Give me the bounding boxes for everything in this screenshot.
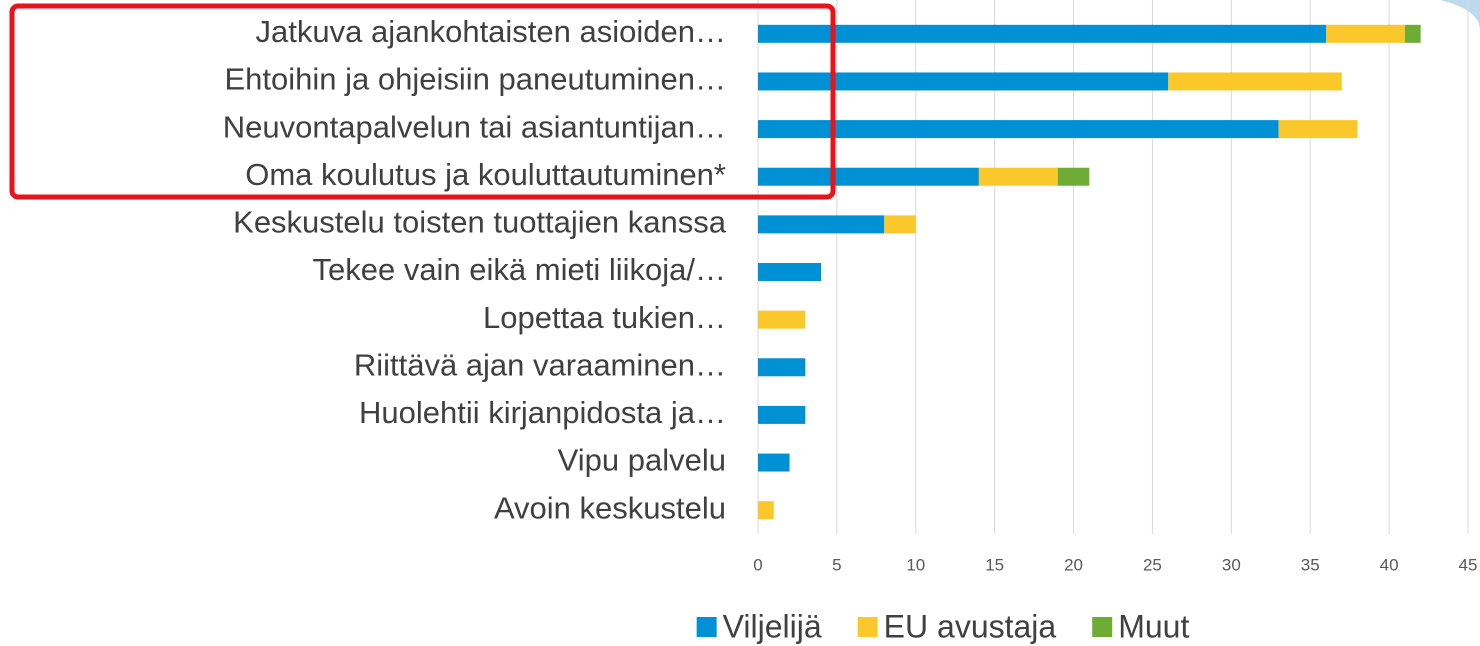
bar-segment <box>884 215 916 233</box>
corner-decoration <box>1440 0 1480 30</box>
bar-segment <box>758 454 790 472</box>
x-tick-label: 35 <box>1301 555 1320 574</box>
x-tick-label: 30 <box>1222 555 1241 574</box>
bar-segment <box>758 358 805 376</box>
x-tick-label: 10 <box>906 555 925 574</box>
bar-segment <box>758 215 884 233</box>
category-label: Riittävä ajan varaaminen… <box>354 347 726 382</box>
x-tick-label: 15 <box>985 555 1004 574</box>
bar-segment <box>758 311 805 329</box>
bars <box>758 25 1421 519</box>
legend-label: Viljelijä <box>723 608 822 644</box>
bar-segment <box>1168 72 1342 90</box>
category-label: Vipu palvelu <box>558 443 726 478</box>
x-tick-label: 0 <box>753 555 762 574</box>
category-label: Oma koulutus ja kouluttautuminen* <box>245 157 726 192</box>
category-label: Jatkuva ajankohtaisten asioiden… <box>256 14 726 49</box>
bar-segment <box>758 72 1168 90</box>
legend-label: EU avustaja <box>884 608 1057 644</box>
chart: 0 5 10 15 20 25 30 35 40 45 Jatkuva ajankohtaisten… <box>0 0 1480 646</box>
category-label: Ehtoihin ja ohjeisiin paneutuminen… <box>225 62 727 97</box>
x-tick-label: 25 <box>1143 555 1162 574</box>
category-label: Avoin keskustelu <box>494 490 726 525</box>
legend-swatch <box>858 617 878 637</box>
bar-segment <box>758 263 821 281</box>
bar-segment <box>758 25 1326 43</box>
bar-segment <box>979 168 1058 186</box>
category-label: Keskustelu toisten tuottajien kanssa <box>233 205 727 240</box>
bar-segment <box>1279 120 1358 138</box>
category-label: Lopettaa tukien… <box>483 300 726 335</box>
category-label: Huolehtii kirjanpidosta ja… <box>359 395 726 430</box>
legend-label: Muut <box>1118 608 1189 644</box>
x-tick-label: 40 <box>1380 555 1399 574</box>
bar-segment <box>1405 25 1421 43</box>
bar-segment <box>1058 168 1090 186</box>
x-tick-label: 45 <box>1459 555 1478 574</box>
legend-swatch <box>1092 617 1112 637</box>
bar-segment <box>758 501 774 519</box>
category-label: Tekee vain eikä mieti liikoja/… <box>312 252 726 287</box>
x-tick-label: 20 <box>1064 555 1083 574</box>
category-label: Neuvontapalvelun tai asiantuntijan… <box>223 109 726 144</box>
bar-segment <box>758 120 1279 138</box>
x-tick-label: 5 <box>832 555 841 574</box>
bar-segment <box>758 406 805 424</box>
bar-segment <box>758 168 979 186</box>
legend-swatch <box>697 617 717 637</box>
bar-segment <box>1326 25 1405 43</box>
